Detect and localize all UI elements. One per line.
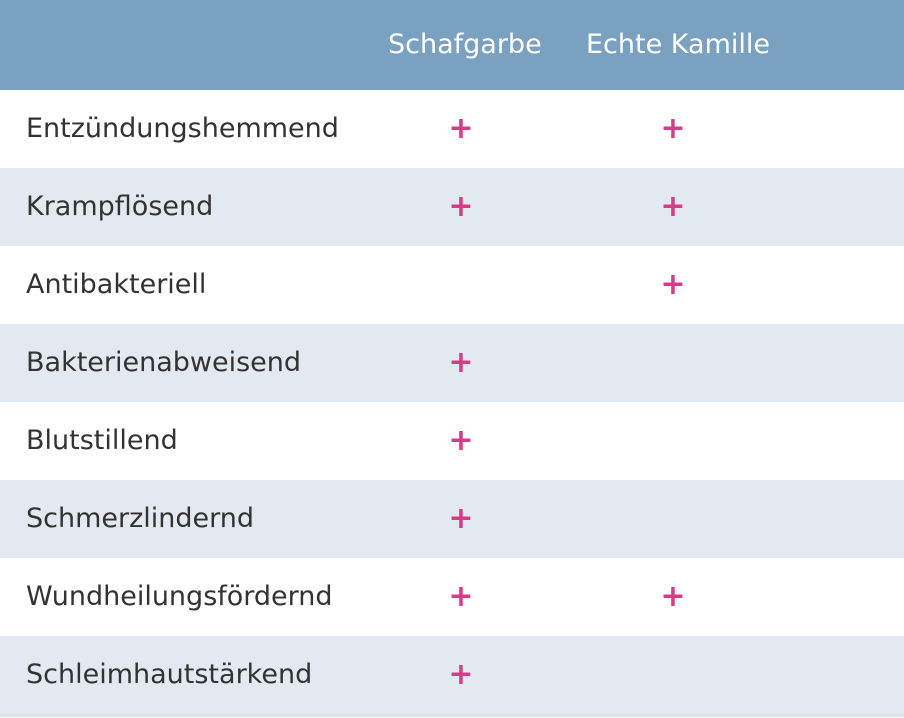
table-row: Entzündungshemmend + + xyxy=(0,90,904,168)
table-row: Schmerzlindernd + xyxy=(0,480,904,558)
plus-mark-echte-kamille xyxy=(658,402,688,480)
row-label: Schleimhautstärkend xyxy=(26,659,313,690)
plus-mark-echte-kamille xyxy=(658,480,688,558)
row-label: Antibakteriell xyxy=(26,269,207,300)
plus-mark-schafgarbe: + xyxy=(448,501,474,536)
plus-mark-schafgarbe xyxy=(446,246,476,324)
row-label: Blutstillend xyxy=(26,425,178,456)
plus-mark-schafgarbe: + xyxy=(448,189,474,224)
table-row: Krampflösend + + xyxy=(0,168,904,246)
plus-mark-schafgarbe: + xyxy=(448,423,474,458)
column-header-schafgarbe: Schafgarbe xyxy=(388,29,542,60)
column-header-echte-kamille: Echte Kamille xyxy=(586,29,770,60)
row-label: Schmerzlindernd xyxy=(26,503,255,534)
table-row: Bakterienabweisend + xyxy=(0,324,904,402)
table-row: Wundheilungsfördernd + + xyxy=(0,558,904,636)
row-label: Entzündungshemmend xyxy=(26,113,339,144)
table-row: Schleimhautstärkend + xyxy=(0,636,904,714)
plus-mark-echte-kamille xyxy=(658,324,688,402)
plus-mark-schafgarbe: + xyxy=(448,111,474,146)
table-body: Entzündungshemmend + + Krampflösend + + … xyxy=(0,90,904,717)
plus-mark-schafgarbe: + xyxy=(448,345,474,380)
table-row: Blutstillend + xyxy=(0,402,904,480)
plus-mark-schafgarbe: + xyxy=(448,657,474,692)
table-header: Schafgarbe Echte Kamille xyxy=(0,0,904,90)
plus-mark-echte-kamille: + xyxy=(660,579,686,614)
plus-mark-echte-kamille xyxy=(658,636,688,714)
row-label: Krampflösend xyxy=(26,191,214,222)
plus-mark-schafgarbe: + xyxy=(448,579,474,614)
plus-mark-echte-kamille: + xyxy=(660,111,686,146)
row-label: Wundheilungsfördernd xyxy=(26,581,333,612)
table-row: Antibakteriell + xyxy=(0,246,904,324)
row-label: Bakterienabweisend xyxy=(26,347,302,378)
plus-mark-echte-kamille: + xyxy=(660,189,686,224)
table-bottom-divider xyxy=(0,714,904,717)
plus-mark-echte-kamille: + xyxy=(660,267,686,302)
